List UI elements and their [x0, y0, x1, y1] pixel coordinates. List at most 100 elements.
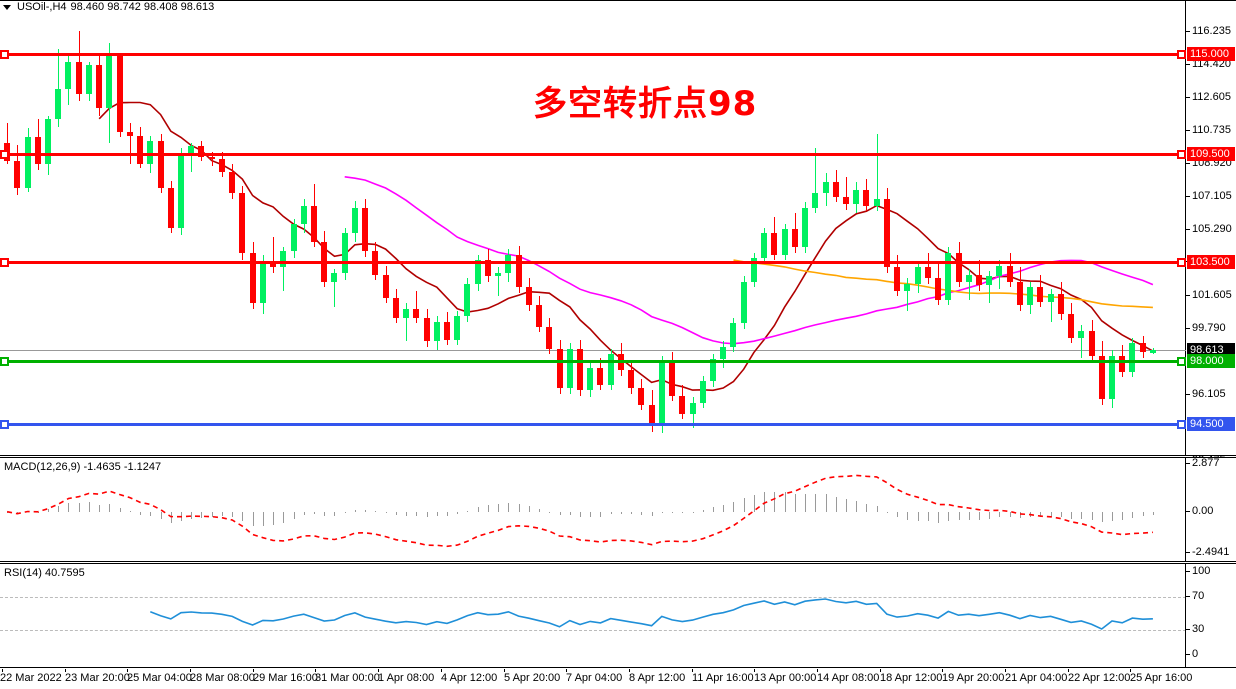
candle-body: [587, 368, 593, 391]
candle-body: [536, 305, 542, 327]
price-level-98[interactable]: 98.000: [1187, 354, 1235, 369]
price-tick-label: 96.105: [1192, 388, 1226, 401]
rsi-tick-label: 100: [1192, 565, 1211, 577]
macd-histogram-bar: [1081, 511, 1082, 519]
candle-body: [679, 395, 685, 414]
tick-mark: [1186, 195, 1190, 197]
macd-histogram-bar: [1051, 511, 1052, 517]
macd-histogram-bar: [283, 511, 284, 523]
tick-mark: [1186, 552, 1190, 553]
tick-mark: [1186, 96, 1190, 98]
price-line-handle[interactable]: [0, 420, 9, 430]
price-axis[interactable]: 116.235 114.420 112.605 110.735 108.920 107.1…: [1185, 1, 1236, 466]
price-line-handle[interactable]: [0, 257, 9, 267]
tick-mark: [1186, 571, 1190, 572]
price-chart-panel[interactable]: 116.235 114.420 112.605 110.735 108.920 107.1…: [0, 0, 1236, 466]
candle-body: [823, 182, 829, 194]
candle-body: [986, 276, 992, 286]
macd-histogram-bar: [58, 505, 59, 512]
time-axis-label: 29 Mar 16:00: [253, 672, 318, 684]
macd-histogram-bar: [79, 503, 80, 512]
price-tick-label: 105.290: [1192, 222, 1232, 235]
price-line-resistance[interactable]: [0, 152, 1186, 156]
time-tick: [65, 669, 66, 672]
price-line-support[interactable]: [0, 423, 1186, 427]
candle-body: [168, 187, 174, 228]
macd-plot-area[interactable]: [0, 458, 1186, 561]
candle-body: [158, 140, 164, 188]
candle-body: [209, 157, 215, 159]
candle-body: [25, 137, 31, 188]
macd-histogram-bar: [437, 511, 438, 517]
candle-body: [1058, 294, 1064, 315]
candle-body: [106, 56, 112, 109]
candle-body: [516, 254, 522, 288]
candle-body: [117, 56, 123, 132]
price-line-handle[interactable]: [1177, 50, 1186, 60]
price-level-115[interactable]: 115.000: [1187, 47, 1235, 62]
candle-body: [1048, 294, 1054, 302]
macd-histogram-bar: [345, 511, 346, 514]
candle-body: [127, 131, 133, 136]
price-line-last-price[interactable]: [0, 350, 1186, 352]
macd-histogram-bar: [621, 511, 622, 514]
macd-histogram-bar: [498, 504, 499, 512]
price-line-handle[interactable]: [1177, 149, 1186, 159]
rsi-plot-area[interactable]: [0, 564, 1186, 667]
macd-histogram-bar: [948, 511, 949, 521]
price-line-resistance[interactable]: [0, 260, 1186, 264]
time-tick: [880, 669, 881, 672]
price-line-handle[interactable]: [1177, 420, 1186, 430]
candle-body: [833, 182, 839, 197]
candle-body: [1078, 330, 1084, 338]
price-level-109-5[interactable]: 109.500: [1187, 146, 1235, 161]
macd-histogram-bar: [232, 511, 233, 518]
macd-histogram-bar: [406, 511, 407, 516]
candle-body: [956, 252, 962, 282]
candle-body: [874, 198, 880, 206]
rsi-line-overlay: [150, 598, 1153, 630]
time-tick: [817, 669, 818, 672]
price-line-handle[interactable]: [0, 357, 9, 367]
rsi-panel[interactable]: RSI(14) 40.7595 100 70 30 0: [0, 563, 1236, 668]
price-level-103-5[interactable]: 103.500: [1187, 254, 1235, 269]
tick-mark: [1186, 629, 1190, 631]
tick-mark: [1186, 63, 1190, 65]
macd-histogram-bar: [713, 507, 714, 512]
time-tick: [942, 669, 943, 672]
price-line-resistance[interactable]: [0, 53, 1186, 57]
price-line-handle[interactable]: [0, 50, 9, 60]
time-axis[interactable]: 22 Mar 2022 23 Mar 20:00 25 Mar 04:00 28 Ma…: [0, 669, 1236, 689]
tick-mark: [1186, 163, 1190, 165]
rsi-line: [150, 598, 1153, 630]
candle-body: [966, 274, 972, 282]
candle-body: [853, 189, 859, 205]
macd-axis: 2.877 0.00 -2.4941: [1185, 457, 1236, 561]
macd-tick-label: 0.00: [1192, 504, 1214, 517]
price-line-support[interactable]: [0, 360, 1186, 364]
candle-body: [884, 198, 890, 268]
last-price-badge[interactable]: 98.613: [1187, 343, 1235, 358]
candle-body: [352, 207, 358, 234]
candle-body: [730, 323, 736, 347]
price-line-handle[interactable]: [1177, 257, 1186, 267]
candle-body: [996, 265, 1002, 277]
candle-body: [546, 326, 552, 349]
macd-histogram-bar: [1132, 511, 1133, 518]
macd-histogram-bar: [304, 511, 305, 516]
price-plot-area[interactable]: [0, 1, 1186, 455]
macd-histogram-bar: [877, 505, 878, 512]
candle-body: [1017, 281, 1023, 306]
price-line-handle[interactable]: [1177, 357, 1186, 367]
tick-mark: [1186, 654, 1190, 655]
candle-body: [311, 205, 317, 243]
price-level-94-5[interactable]: 94.500: [1187, 417, 1235, 432]
price-line-handle[interactable]: [0, 149, 9, 159]
time-tick: [253, 669, 254, 672]
macd-histogram-bar: [201, 511, 202, 518]
time-axis-label: 22 Apr 12:00: [1068, 672, 1131, 684]
chevron-down-icon[interactable]: [3, 4, 11, 10]
time-tick: [1130, 669, 1131, 672]
macd-panel[interactable]: MACD(12,26,9) -1.4635 -1.1247 2.877 0.00 -…: [0, 457, 1236, 562]
